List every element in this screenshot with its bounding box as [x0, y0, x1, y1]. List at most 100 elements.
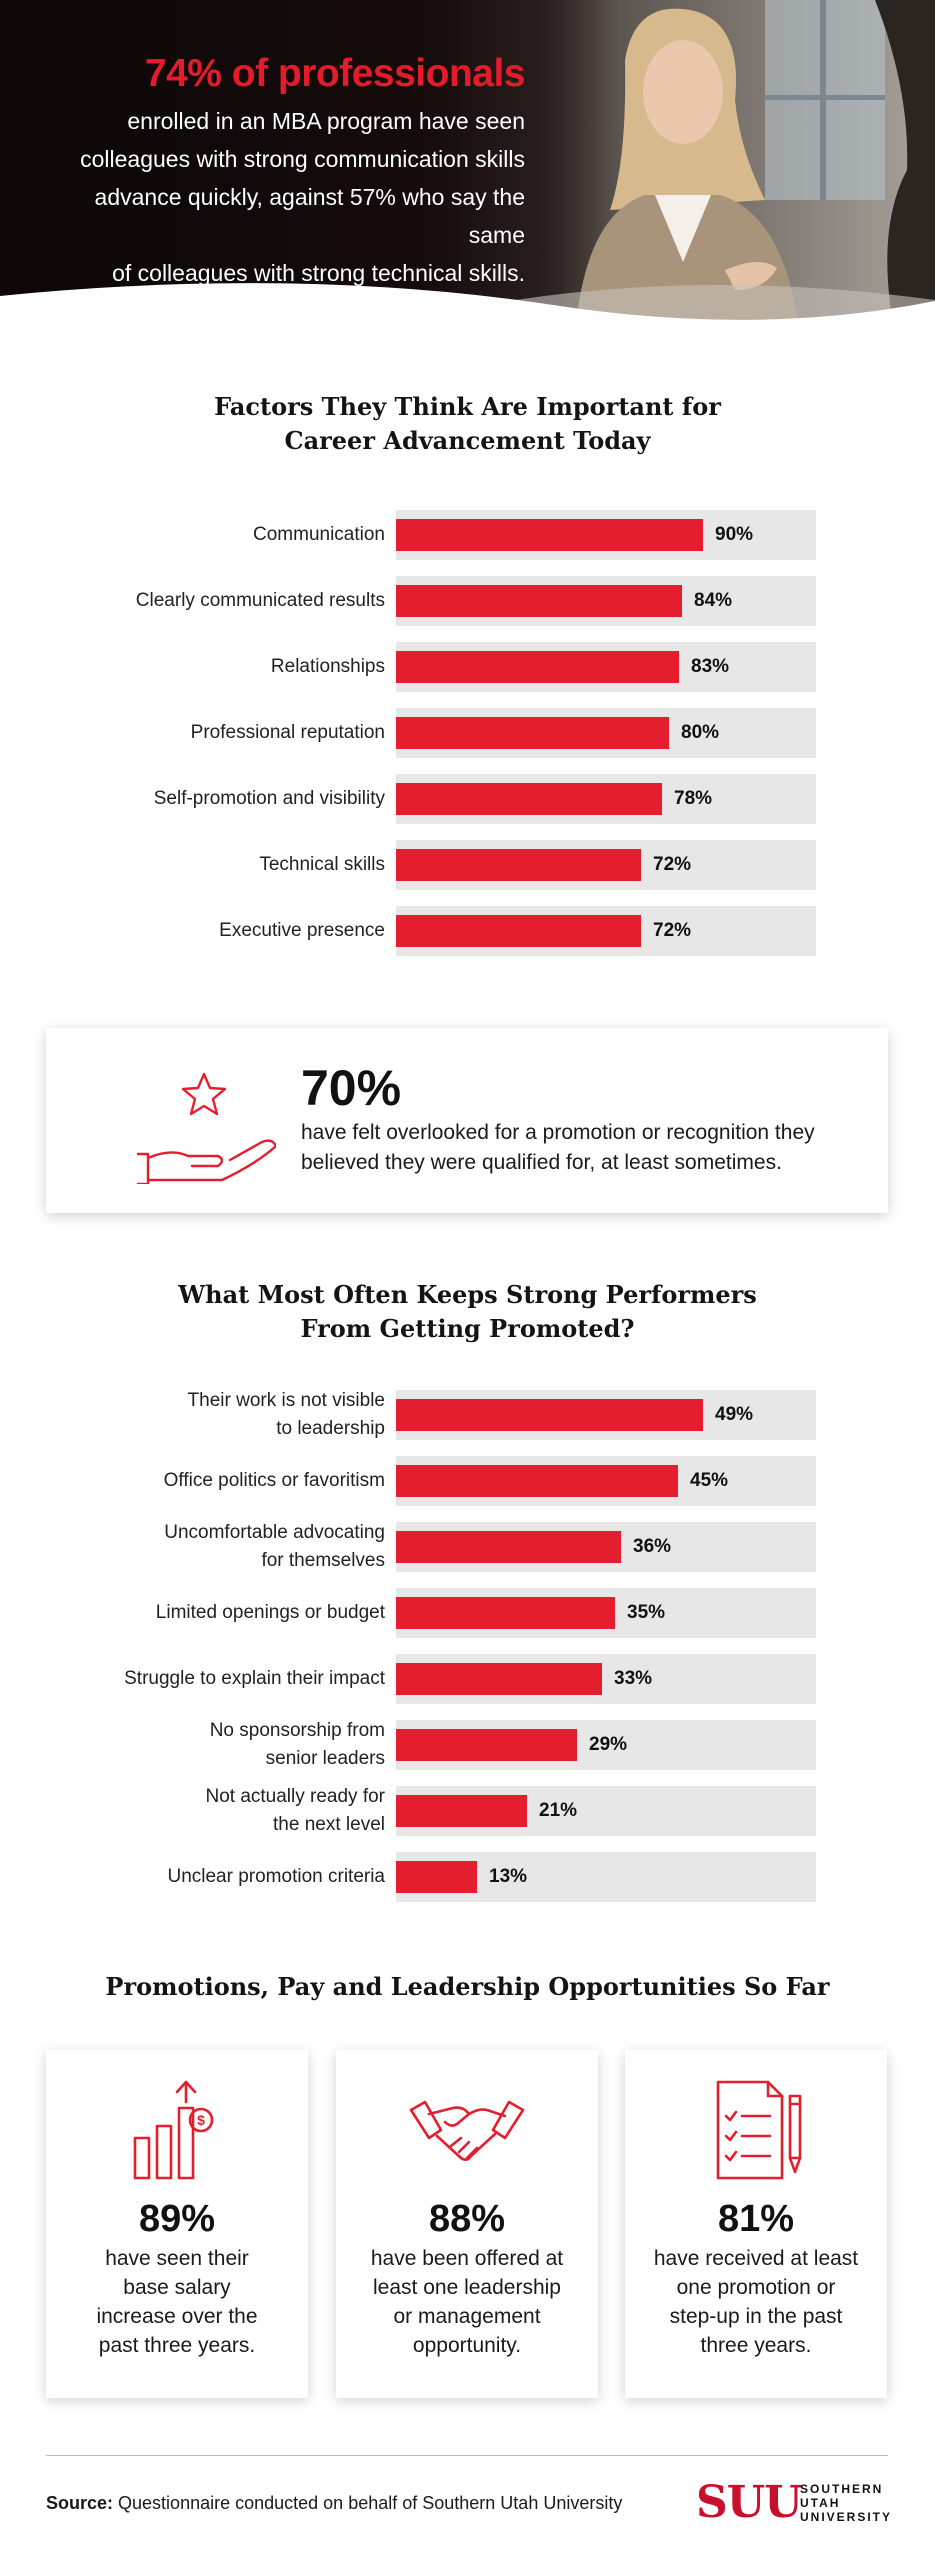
- bar-track: 13%: [396, 1852, 816, 1902]
- bar-category-label: Limited openings or budget: [25, 1588, 385, 1638]
- footer-divider: [46, 2455, 888, 2456]
- bar-track: 49%: [396, 1390, 816, 1440]
- bar-row: Self-promotion and visibility 78%: [0, 774, 935, 824]
- bar: [396, 1729, 577, 1761]
- bar-category-line: Uncomfortable advocating: [164, 1522, 385, 1543]
- bar-track: 45%: [396, 1456, 816, 1506]
- bar: [396, 1399, 703, 1431]
- bar-category-label: Professional reputation: [25, 708, 385, 758]
- bar-value-label: 78%: [674, 788, 713, 809]
- bar: [396, 651, 679, 683]
- bar-track: 29%: [396, 1720, 816, 1770]
- hero-text-block: 74% of professionals enrolled in an MBA …: [40, 50, 525, 292]
- card-text: have been offered at least one leadershi…: [352, 2244, 582, 2360]
- callout-text: have felt overlooked for a promotion or …: [301, 1118, 861, 1178]
- bar-row: Communication 90%: [0, 510, 935, 560]
- card-percent: 88%: [428, 2198, 506, 2240]
- barriers-chart-title: What Most Often Keeps Strong Performers …: [0, 1278, 935, 1346]
- bar-category-label: Not actually ready for the next level: [25, 1786, 385, 1836]
- bar: [396, 783, 662, 815]
- bar-value-label: 84%: [694, 590, 733, 611]
- card-text-line: past three years.: [98, 2334, 256, 2357]
- bar-category-label: Executive presence: [25, 906, 385, 956]
- bar-value-label: 13%: [489, 1866, 528, 1887]
- bar-track: 78%: [396, 774, 816, 824]
- bar-row: Struggle to explain their impact 33%: [0, 1654, 935, 1704]
- bar-category-label: Relationships: [25, 642, 385, 692]
- card-text-line: have been offered at: [370, 2247, 564, 2270]
- card-text-line: three years.: [700, 2334, 812, 2357]
- bar-value-label: 35%: [627, 1602, 666, 1623]
- bar-category-label: Uncomfortable advocating for themselves: [25, 1522, 385, 1572]
- card-text-line: have received at least: [653, 2247, 859, 2270]
- bar-track: 35%: [396, 1588, 816, 1638]
- bar-row: Office politics or favoritism 45%: [0, 1456, 935, 1506]
- bar-value-label: 80%: [681, 722, 720, 743]
- bar-row: Their work is not visible to leadership 49…: [0, 1390, 935, 1440]
- bar-category-line: Limited openings or budget: [155, 1602, 385, 1623]
- bar-category-text: Executive presence: [219, 917, 385, 945]
- logo-mark: SUU: [696, 2477, 803, 2528]
- bar-category-label: Self-promotion and visibility: [25, 774, 385, 824]
- bar-row: No sponsorship from senior leaders 29%: [0, 1720, 935, 1770]
- source-label: Source:: [46, 2493, 114, 2513]
- card-text-line: step-up in the past: [669, 2305, 843, 2328]
- bar-category-line: Office politics or favoritism: [163, 1470, 385, 1491]
- bar-row: Unclear promotion criteria 13%: [0, 1852, 935, 1902]
- card-text: have seen their base salary increase ove…: [62, 2244, 292, 2360]
- handshake-icon: [409, 2100, 525, 2161]
- hero-body: enrolled in an MBA program have seen col…: [40, 102, 525, 292]
- logo-word: UTAH: [800, 2496, 841, 2510]
- bar-value-label: 36%: [633, 1536, 672, 1557]
- factors-title-line: Career Advancement Today: [284, 426, 651, 455]
- bar-category-line: for themselves: [261, 1550, 385, 1571]
- card-text-line: have seen their: [105, 2247, 249, 2270]
- bar-category-text: Limited openings or budget: [156, 1599, 385, 1627]
- bar-category-label: Struggle to explain their impact: [25, 1654, 385, 1704]
- bar-category-line: Technical skills: [259, 854, 385, 875]
- bar-track: 84%: [396, 576, 816, 626]
- barriers-title-line: From Getting Promoted?: [300, 1314, 635, 1343]
- leadership-stat-card: 88% have been offered at least one leade…: [336, 2050, 598, 2398]
- bar-row: Technical skills 72%: [0, 840, 935, 890]
- bar-category-text: Technical skills: [259, 851, 385, 879]
- svg-text:$: $: [197, 2112, 205, 2128]
- bar-value-label: 49%: [715, 1404, 754, 1425]
- bar-category-text: Communication: [253, 521, 385, 549]
- logo-wordmark: SOUTHERN UTAH UNIVERSITY: [800, 2482, 892, 2524]
- hand-holding-star-icon: [136, 1072, 276, 1184]
- bar: [396, 1465, 678, 1497]
- opportunities-title: Promotions, Pay and Leadership Opportuni…: [105, 1972, 830, 2001]
- hero-line: colleagues with strong communication ski…: [80, 146, 525, 172]
- bar-track: 83%: [396, 642, 816, 692]
- bar-track: 72%: [396, 906, 816, 956]
- bar-track: 21%: [396, 1786, 816, 1836]
- bar: [396, 915, 641, 947]
- bar-category-label: Technical skills: [25, 840, 385, 890]
- salary-bar-chart-icon: $: [133, 2080, 214, 2180]
- callout-text-line: believed they were qualified for, at lea…: [301, 1151, 782, 1174]
- bar-category-line: senior leaders: [265, 1748, 385, 1769]
- bar: [396, 1795, 527, 1827]
- barriers-title-line: What Most Often Keeps Strong Performers: [178, 1280, 757, 1309]
- factors-chart-title: Factors They Think Are Important for Car…: [0, 390, 935, 458]
- bar-category-line: No sponsorship from: [209, 1720, 385, 1741]
- bar-category-text: Uncomfortable advocating for themselves: [164, 1519, 385, 1575]
- bar-category-line: Executive presence: [219, 920, 385, 941]
- bar-category-label: Communication: [25, 510, 385, 560]
- bar-value-label: 72%: [653, 920, 692, 941]
- bar: [396, 1597, 615, 1629]
- bar: [396, 1663, 602, 1695]
- bar-value-label: 33%: [614, 1668, 653, 1689]
- hero-banner: 74% of professionals enrolled in an MBA …: [0, 0, 935, 335]
- callout-text-line: have felt overlooked for a promotion or …: [301, 1121, 815, 1144]
- bar-category-text: Self-promotion and visibility: [154, 785, 385, 813]
- bar-row: Not actually ready for the next level 21%: [0, 1786, 935, 1836]
- card-text-line: one promotion or: [676, 2276, 836, 2299]
- bar-track: 36%: [396, 1522, 816, 1572]
- bar-row: Executive presence 72%: [0, 906, 935, 956]
- bar-value-label: 45%: [690, 1470, 729, 1491]
- bar-row: Relationships 83%: [0, 642, 935, 692]
- bar: [396, 585, 682, 617]
- bar-category-line: Unclear promotion criteria: [167, 1866, 385, 1887]
